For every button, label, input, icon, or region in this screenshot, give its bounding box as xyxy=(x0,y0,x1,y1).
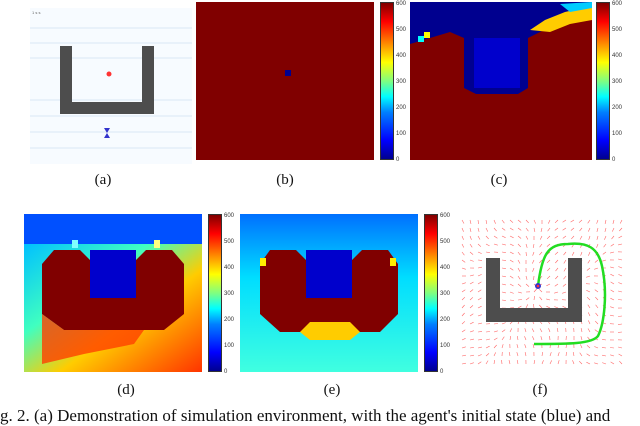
goal-marker xyxy=(106,71,112,77)
panel-e-colorbar xyxy=(424,214,438,372)
goal-cell xyxy=(285,70,291,76)
panel-d-colorbar xyxy=(208,214,222,372)
panel-d-heatmap xyxy=(24,214,202,372)
trajectory-line xyxy=(533,242,607,346)
obstacle-base xyxy=(486,308,582,322)
panel-e-drawing xyxy=(240,214,418,372)
panel-b-colorbar xyxy=(380,2,394,160)
obstacle-right-arm xyxy=(142,46,154,114)
panel-f-trajectory xyxy=(458,214,626,370)
panel-b-heatmap xyxy=(196,2,374,160)
environment-drawing: 1 s s xyxy=(30,10,192,149)
obstacle-right-arm xyxy=(568,258,582,322)
vector-field-arrows xyxy=(461,219,623,365)
obstacle-left-arm xyxy=(486,258,500,322)
panel-d-label: (d) xyxy=(117,382,135,398)
figure-caption: g. 2. (a) Demonstration of simulation en… xyxy=(0,406,611,425)
svg-text:1 s s: 1 s s xyxy=(32,10,40,15)
panel-c-heatmap xyxy=(410,2,592,160)
goal-marker xyxy=(536,284,540,288)
panel-a-environment: 1 s s xyxy=(30,8,192,164)
panel-a-label: (a) xyxy=(94,172,112,188)
panel-f-label: (f) xyxy=(532,382,548,398)
panel-c-label: (c) xyxy=(490,172,508,188)
panel-e-heatmap xyxy=(240,214,418,372)
panel-d-drawing xyxy=(24,214,202,372)
panel-f-drawing xyxy=(461,219,623,365)
obstacle-left-arm xyxy=(60,46,72,114)
panel-c-drawing xyxy=(410,2,592,160)
agent-marker xyxy=(104,128,110,138)
panel-e-label: (e) xyxy=(323,382,341,398)
obstacle-base xyxy=(60,102,154,114)
panel-b-label: (b) xyxy=(276,172,294,188)
panel-c-colorbar xyxy=(596,2,610,160)
